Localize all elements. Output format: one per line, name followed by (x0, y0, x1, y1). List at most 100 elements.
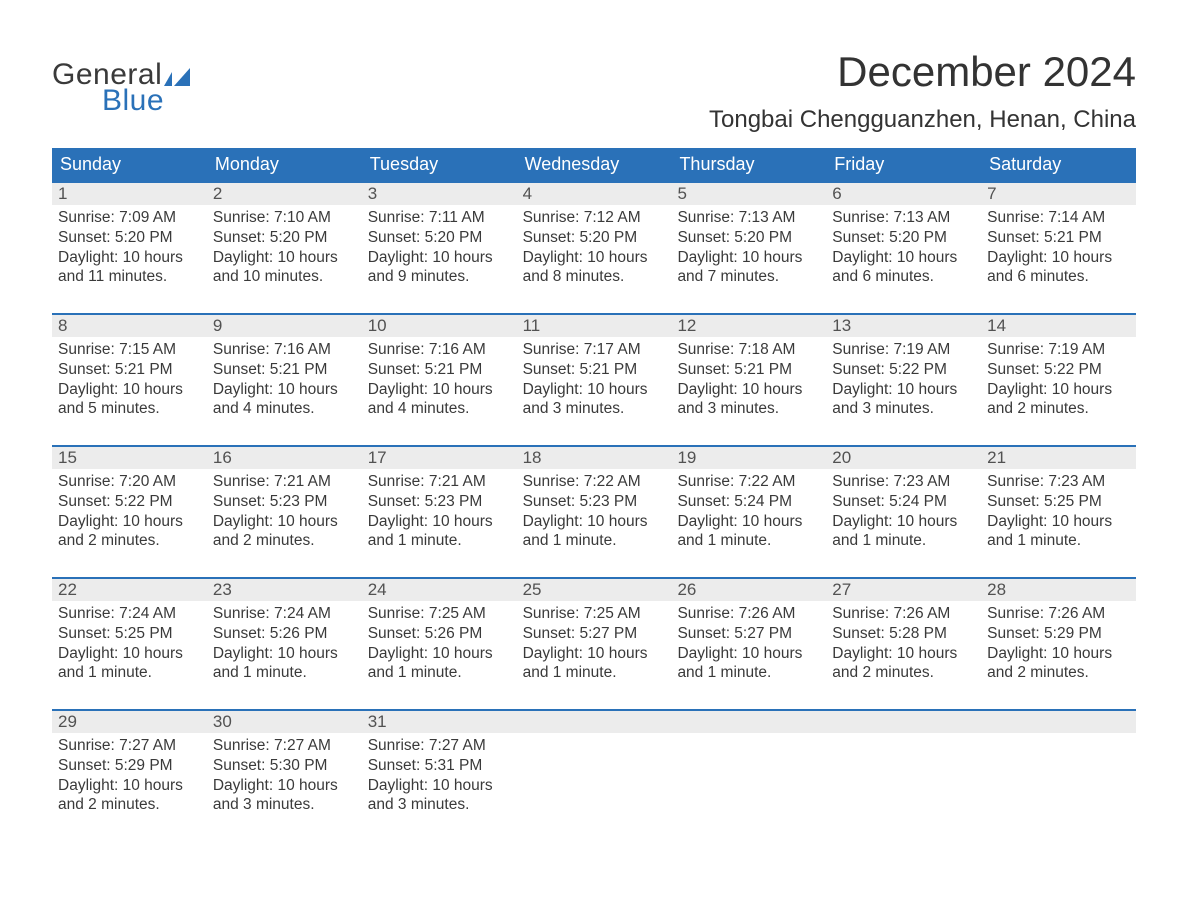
week-row: 1Sunrise: 7:09 AMSunset: 5:20 PMDaylight… (52, 181, 1136, 289)
sunset: Sunset: 5:21 PM (368, 360, 511, 380)
sunset: Sunset: 5:25 PM (58, 624, 201, 644)
sunrise: Sunrise: 7:14 AM (987, 208, 1130, 228)
day-info: Sunrise: 7:12 AMSunset: 5:20 PMDaylight:… (517, 205, 672, 287)
sunrise: Sunrise: 7:23 AM (987, 472, 1130, 492)
day-number: 14 (981, 315, 1136, 337)
sunrise: Sunrise: 7:27 AM (213, 736, 356, 756)
week-row: 29Sunrise: 7:27 AMSunset: 5:29 PMDayligh… (52, 709, 1136, 817)
sunrise: Sunrise: 7:16 AM (368, 340, 511, 360)
daylight: Daylight: 10 hours and 2 minutes. (832, 644, 975, 684)
sunrise: Sunrise: 7:19 AM (987, 340, 1130, 360)
sunrise: Sunrise: 7:22 AM (523, 472, 666, 492)
daylight: Daylight: 10 hours and 2 minutes. (987, 380, 1130, 420)
day-info: Sunrise: 7:21 AMSunset: 5:23 PMDaylight:… (362, 469, 517, 551)
day-header-cell: Saturday (981, 148, 1136, 181)
sunrise: Sunrise: 7:21 AM (368, 472, 511, 492)
day-number: 15 (52, 447, 207, 469)
daylight: Daylight: 10 hours and 2 minutes. (58, 776, 201, 816)
sunset: Sunset: 5:20 PM (213, 228, 356, 248)
day-cell: 7Sunrise: 7:14 AMSunset: 5:21 PMDaylight… (981, 183, 1136, 289)
day-info: Sunrise: 7:17 AMSunset: 5:21 PMDaylight:… (517, 337, 672, 419)
day-number: 6 (826, 183, 981, 205)
day-cell: 26Sunrise: 7:26 AMSunset: 5:27 PMDayligh… (671, 579, 826, 685)
day-info: Sunrise: 7:26 AMSunset: 5:29 PMDaylight:… (981, 601, 1136, 683)
day-info: Sunrise: 7:11 AMSunset: 5:20 PMDaylight:… (362, 205, 517, 287)
day-number: 12 (671, 315, 826, 337)
day-info: Sunrise: 7:19 AMSunset: 5:22 PMDaylight:… (826, 337, 981, 419)
day-number: 11 (517, 315, 672, 337)
sunrise: Sunrise: 7:09 AM (58, 208, 201, 228)
day-cell: 31Sunrise: 7:27 AMSunset: 5:31 PMDayligh… (362, 711, 517, 817)
daylight: Daylight: 10 hours and 10 minutes. (213, 248, 356, 288)
day-number: 22 (52, 579, 207, 601)
day-number: 23 (207, 579, 362, 601)
sunset: Sunset: 5:24 PM (677, 492, 820, 512)
sunrise: Sunrise: 7:11 AM (368, 208, 511, 228)
daylight: Daylight: 10 hours and 3 minutes. (368, 776, 511, 816)
sunrise: Sunrise: 7:17 AM (523, 340, 666, 360)
day-info: Sunrise: 7:13 AMSunset: 5:20 PMDaylight:… (671, 205, 826, 287)
day-cell: 11Sunrise: 7:17 AMSunset: 5:21 PMDayligh… (517, 315, 672, 421)
week-row: 22Sunrise: 7:24 AMSunset: 5:25 PMDayligh… (52, 577, 1136, 685)
sunset: Sunset: 5:21 PM (213, 360, 356, 380)
sunrise: Sunrise: 7:27 AM (58, 736, 201, 756)
day-header-cell: Wednesday (517, 148, 672, 181)
calendar: SundayMondayTuesdayWednesdayThursdayFrid… (52, 148, 1136, 817)
day-info: Sunrise: 7:16 AMSunset: 5:21 PMDaylight:… (362, 337, 517, 419)
daylight: Daylight: 10 hours and 1 minute. (677, 644, 820, 684)
day-cell (671, 711, 826, 817)
day-number: 1 (52, 183, 207, 205)
sunrise: Sunrise: 7:26 AM (987, 604, 1130, 624)
daylight: Daylight: 10 hours and 1 minute. (368, 512, 511, 552)
day-info: Sunrise: 7:26 AMSunset: 5:28 PMDaylight:… (826, 601, 981, 683)
day-cell: 27Sunrise: 7:26 AMSunset: 5:28 PMDayligh… (826, 579, 981, 685)
sunset: Sunset: 5:26 PM (213, 624, 356, 644)
sunset: Sunset: 5:20 PM (677, 228, 820, 248)
day-cell: 9Sunrise: 7:16 AMSunset: 5:21 PMDaylight… (207, 315, 362, 421)
sunset: Sunset: 5:23 PM (523, 492, 666, 512)
day-info: Sunrise: 7:22 AMSunset: 5:24 PMDaylight:… (671, 469, 826, 551)
sunrise: Sunrise: 7:25 AM (368, 604, 511, 624)
day-header-cell: Thursday (671, 148, 826, 181)
week-row: 15Sunrise: 7:20 AMSunset: 5:22 PMDayligh… (52, 445, 1136, 553)
day-cell: 28Sunrise: 7:26 AMSunset: 5:29 PMDayligh… (981, 579, 1136, 685)
day-cell: 10Sunrise: 7:16 AMSunset: 5:21 PMDayligh… (362, 315, 517, 421)
sunrise: Sunrise: 7:24 AM (213, 604, 356, 624)
daylight: Daylight: 10 hours and 1 minute. (58, 644, 201, 684)
sunrise: Sunrise: 7:20 AM (58, 472, 201, 492)
day-cell: 8Sunrise: 7:15 AMSunset: 5:21 PMDaylight… (52, 315, 207, 421)
day-number: 18 (517, 447, 672, 469)
logo-word2: Blue (102, 84, 190, 118)
day-info: Sunrise: 7:16 AMSunset: 5:21 PMDaylight:… (207, 337, 362, 419)
daylight: Daylight: 10 hours and 8 minutes. (523, 248, 666, 288)
sunrise: Sunrise: 7:10 AM (213, 208, 356, 228)
daylight: Daylight: 10 hours and 3 minutes. (523, 380, 666, 420)
sunrise: Sunrise: 7:18 AM (677, 340, 820, 360)
sunset: Sunset: 5:30 PM (213, 756, 356, 776)
sunrise: Sunrise: 7:24 AM (58, 604, 201, 624)
sunset: Sunset: 5:27 PM (677, 624, 820, 644)
sunrise: Sunrise: 7:26 AM (832, 604, 975, 624)
daylight: Daylight: 10 hours and 2 minutes. (58, 512, 201, 552)
day-cell (981, 711, 1136, 817)
daylight: Daylight: 10 hours and 1 minute. (523, 644, 666, 684)
day-number: 25 (517, 579, 672, 601)
daylight: Daylight: 10 hours and 1 minute. (677, 512, 820, 552)
day-cell (517, 711, 672, 817)
sunset: Sunset: 5:21 PM (987, 228, 1130, 248)
sunrise: Sunrise: 7:13 AM (677, 208, 820, 228)
sunrise: Sunrise: 7:16 AM (213, 340, 356, 360)
day-number: 8 (52, 315, 207, 337)
sunset: Sunset: 5:22 PM (832, 360, 975, 380)
daylight: Daylight: 10 hours and 3 minutes. (832, 380, 975, 420)
day-cell: 2Sunrise: 7:10 AMSunset: 5:20 PMDaylight… (207, 183, 362, 289)
daylight: Daylight: 10 hours and 6 minutes. (832, 248, 975, 288)
daylight: Daylight: 10 hours and 11 minutes. (58, 248, 201, 288)
sunset: Sunset: 5:29 PM (987, 624, 1130, 644)
day-info: Sunrise: 7:27 AMSunset: 5:31 PMDaylight:… (362, 733, 517, 815)
day-number: 24 (362, 579, 517, 601)
header: General Blue December 2024 Tongbai Cheng… (52, 48, 1136, 144)
day-header-row: SundayMondayTuesdayWednesdayThursdayFrid… (52, 148, 1136, 181)
day-cell: 24Sunrise: 7:25 AMSunset: 5:26 PMDayligh… (362, 579, 517, 685)
daylight: Daylight: 10 hours and 1 minute. (832, 512, 975, 552)
